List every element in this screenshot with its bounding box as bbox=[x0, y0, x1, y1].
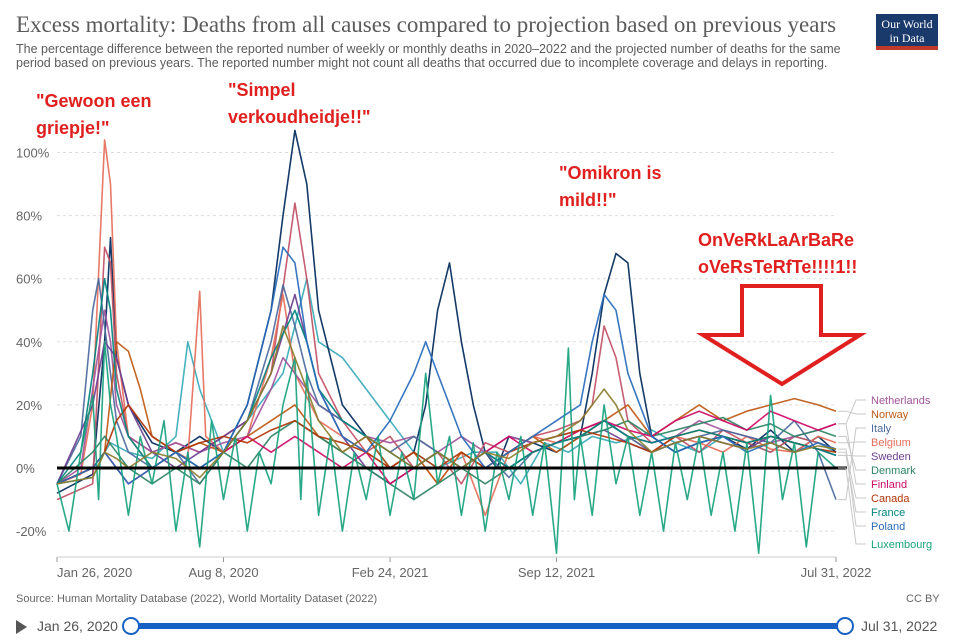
chart-subtitle: The percentage difference between the re… bbox=[16, 42, 841, 70]
timeline-start-handle[interactable] bbox=[122, 617, 140, 635]
logo-line-1: Our World bbox=[881, 17, 933, 31]
annotation-griepje: "Gewoon een griepje!" bbox=[36, 91, 152, 138]
source-note[interactable]: Source: Human Mortality Database (2022),… bbox=[16, 593, 378, 605]
series-line-luxembourg bbox=[56, 341, 837, 554]
legend-label-denmark[interactable]: Denmark bbox=[871, 465, 916, 477]
timeline-end-label: Jul 31, 2022 bbox=[861, 618, 938, 634]
legend-label-canada[interactable]: Canada bbox=[871, 493, 910, 505]
y-tick-label: 60% bbox=[16, 272, 42, 287]
y-tick-label: 100% bbox=[16, 146, 50, 161]
play-icon[interactable] bbox=[16, 620, 27, 634]
logo-line-2: in Data bbox=[889, 31, 925, 45]
y-tick-label: 80% bbox=[16, 209, 42, 224]
red-arrow-icon bbox=[695, 284, 867, 387]
legend-label-france[interactable]: France bbox=[871, 507, 905, 519]
timeline: Jan 26, 2020 Jul 31, 2022 bbox=[0, 612, 953, 641]
legend-connector bbox=[838, 399, 866, 425]
legend-connector bbox=[838, 467, 866, 545]
x-tick-label: Jan 26, 2020 bbox=[57, 565, 132, 580]
legend-label-netherlands[interactable]: Netherlands bbox=[871, 395, 931, 407]
legend-label-poland[interactable]: Poland bbox=[871, 521, 905, 533]
legend-label-belgium[interactable]: Belgium bbox=[871, 437, 911, 449]
series-line-netherlands bbox=[56, 309, 837, 485]
legend-connector bbox=[838, 427, 866, 501]
timeline-end-handle[interactable] bbox=[836, 617, 854, 635]
series-line-austria bbox=[56, 325, 837, 485]
legend-connector bbox=[838, 441, 866, 444]
legend-label-italy[interactable]: Italy bbox=[871, 423, 892, 435]
owid-logo[interactable]: Our World in Data bbox=[876, 14, 938, 50]
excess-mortality-chart: 100% 80% 60% 40% 20% 0% -20% Jan 26, 2020 Aug 8,… bbox=[16, 129, 932, 580]
chart-title: Excess mortality: Deaths from all causes… bbox=[16, 12, 837, 37]
y-tick-label: -20% bbox=[16, 524, 47, 539]
legend-label-sweden[interactable]: Sweden bbox=[871, 451, 911, 463]
legend-connector bbox=[838, 448, 866, 527]
series-line-poland bbox=[56, 246, 837, 485]
y-tick-label: 0% bbox=[16, 461, 35, 476]
x-tick-label: Aug 8, 2020 bbox=[188, 565, 258, 580]
timeline-start-label: Jan 26, 2020 bbox=[37, 618, 118, 634]
legend-label-norway[interactable]: Norway bbox=[871, 409, 909, 421]
x-tick-label: Feb 24, 2021 bbox=[352, 565, 429, 580]
legend-connector bbox=[838, 451, 866, 499]
legend-label-finland[interactable]: Finland bbox=[871, 479, 907, 491]
timeline-track[interactable] bbox=[130, 623, 846, 629]
legend-connector bbox=[838, 410, 866, 415]
legend-connector bbox=[838, 423, 866, 485]
x-tick-label: Sep 12, 2021 bbox=[518, 565, 595, 580]
annotation-verkoudheidje: "Simpel verkoudheidje!!" bbox=[228, 80, 371, 127]
x-tick-label: Jul 31, 2022 bbox=[801, 565, 872, 580]
annotation-omikron: "Omikron is mild!!" bbox=[559, 163, 662, 210]
annotation-overkl: OnVeRkLaArBaRe oVeRsTeRfTe!!!!1!! bbox=[698, 230, 858, 277]
license-label[interactable]: CC BY bbox=[906, 593, 940, 605]
legend-label-luxembourg[interactable]: Luxembourg bbox=[871, 539, 932, 551]
y-tick-label: 20% bbox=[16, 398, 42, 413]
y-tick-label: 40% bbox=[16, 335, 42, 350]
series-line-sweden bbox=[56, 293, 837, 485]
